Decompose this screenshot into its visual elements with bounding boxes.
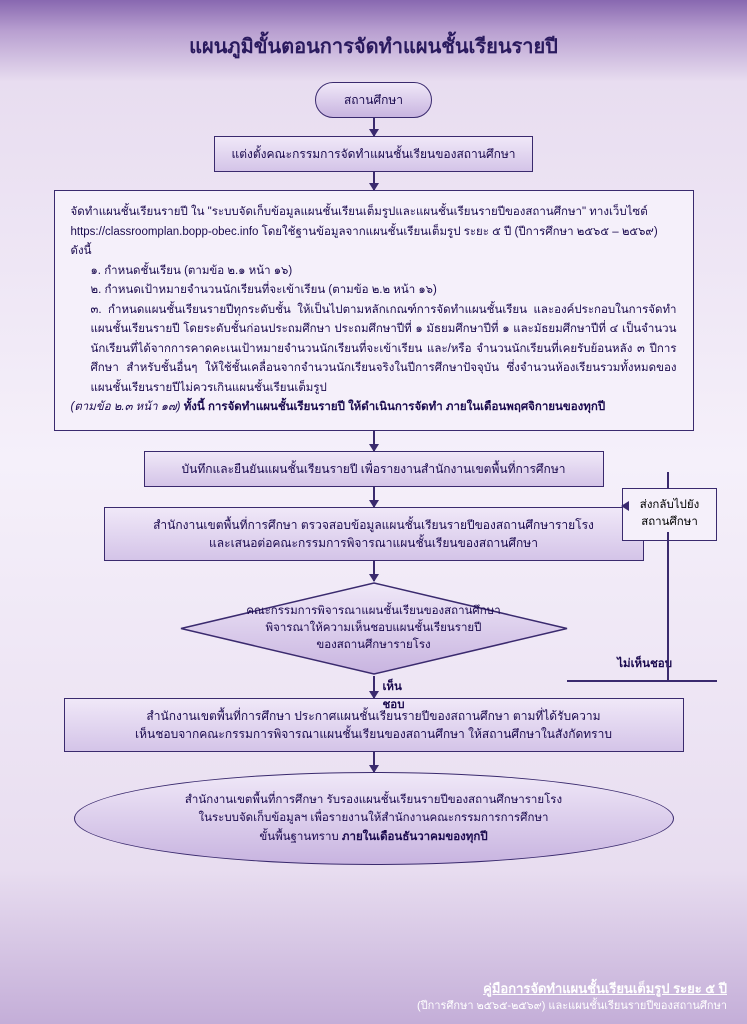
node-create-plan: จัดทำแผนชั้นเรียนรายปี ใน "ระบบจัดเก็บข้… (54, 190, 694, 431)
arrow (373, 676, 375, 698)
node-decision: คณะกรรมการพิจารณาแผนชั้นเรียนของสถานศึกษ… (179, 581, 569, 676)
node-return-school: ส่งกลับไปยัง สถานศึกษา (622, 488, 717, 541)
arrow (373, 431, 375, 451)
node-save-confirm: บันทึกและยืนยันแผนชั้นเรียนรายปี เพื่อรา… (144, 451, 604, 487)
node-start: สถานศึกษา (315, 82, 432, 118)
node-area-review: สำนักงานเขตพื้นที่การศึกษา ตรวจสอบข้อมูล… (104, 507, 644, 561)
end-line3: ขั้นพื้นฐานทราบ ภายในเดือนธันวาคมของทุกป… (135, 828, 613, 846)
flowchart-page: แผนภูมิขั้นตอนการจัดทำแผนชั้นเรียนรายปี … (0, 0, 747, 925)
n5-line2: เห็นชอบจากคณะกรรมการพิจารณาแผนชั้นเรียนข… (81, 725, 667, 743)
connector-h1 (567, 680, 717, 682)
bigbox-li1: ๑. กำหนดชั้นเรียน (ตามข้อ ๒.๑ หน้า ๑๖) (71, 262, 677, 282)
decision-text: คณะกรรมการพิจารณาแผนชั้นเรียนของสถานศึกษ… (196, 603, 550, 655)
label-no: ไม่เห็นชอบ (617, 655, 672, 673)
n4-line1: สำนักงานเขตพื้นที่การศึกษา ตรวจสอบข้อมูล… (121, 516, 627, 534)
connector-stub (668, 505, 669, 507)
footer-line1: คู่มือการจัดทำแผนชั้นเรียนเต็มรูป ระยะ ๕… (417, 980, 727, 998)
bigbox-li3: ๓. กำหนดแผนชั้นเรียนรายปีทุกระดับชั้น ให… (71, 301, 677, 399)
connector-v3 (667, 472, 669, 473)
arrow (373, 561, 375, 581)
arrow (373, 118, 375, 136)
connector-v2 (667, 472, 669, 488)
end-line1: สำนักงานเขตพื้นที่การศึกษา รับรองแผนชั้น… (135, 791, 613, 809)
bigbox-tail: (ตามข้อ ๒.๓ หน้า ๑๗) ทั้งนี้ การจัดทำแผน… (71, 398, 677, 418)
n4-line2: และเสนอต่อคณะกรรมการพิจารณาแผนชั้นเรียนข… (121, 534, 627, 552)
bigbox-intro: จัดทำแผนชั้นเรียนรายปี ใน "ระบบจัดเก็บข้… (71, 203, 677, 262)
connector-v1 (667, 532, 669, 682)
arrow (373, 752, 375, 772)
arrow (373, 172, 375, 190)
end-line2: ในระบบจัดเก็บข้อมูลฯ เพื่อรายงานให้สำนัก… (135, 809, 613, 827)
footer-line2: (ปีการศึกษา ๒๕๖๕-๒๕๖๙) และแผนชั้นเรียนรา… (417, 999, 727, 1014)
node-end: สำนักงานเขตพื้นที่การศึกษา รับรองแผนชั้น… (74, 772, 674, 865)
label-yes: เห็นชอบ (383, 678, 405, 714)
node-appoint-committee: แต่งตั้งคณะกรรมการจัดทำแผนชั้นเรียนของสถ… (214, 136, 532, 172)
page-title: แผนภูมิขั้นตอนการจัดทำแผนชั้นเรียนรายปี (45, 30, 702, 62)
footer: คู่มือการจัดทำแผนชั้นเรียนเต็มรูป ระยะ ๕… (417, 980, 727, 1014)
node-announce: สำนักงานเขตพื้นที่การศึกษา ประกาศแผนชั้น… (64, 698, 684, 752)
arrow (373, 487, 375, 507)
n5-line1: สำนักงานเขตพื้นที่การศึกษา ประกาศแผนชั้น… (81, 707, 667, 725)
flowchart: สถานศึกษา แต่งตั้งคณะกรรมการจัดทำแผนชั้น… (45, 82, 702, 865)
bigbox-li2: ๒. กำหนดเป้าหมายจำนวนนักเรียนที่จะเข้าเร… (71, 281, 677, 301)
